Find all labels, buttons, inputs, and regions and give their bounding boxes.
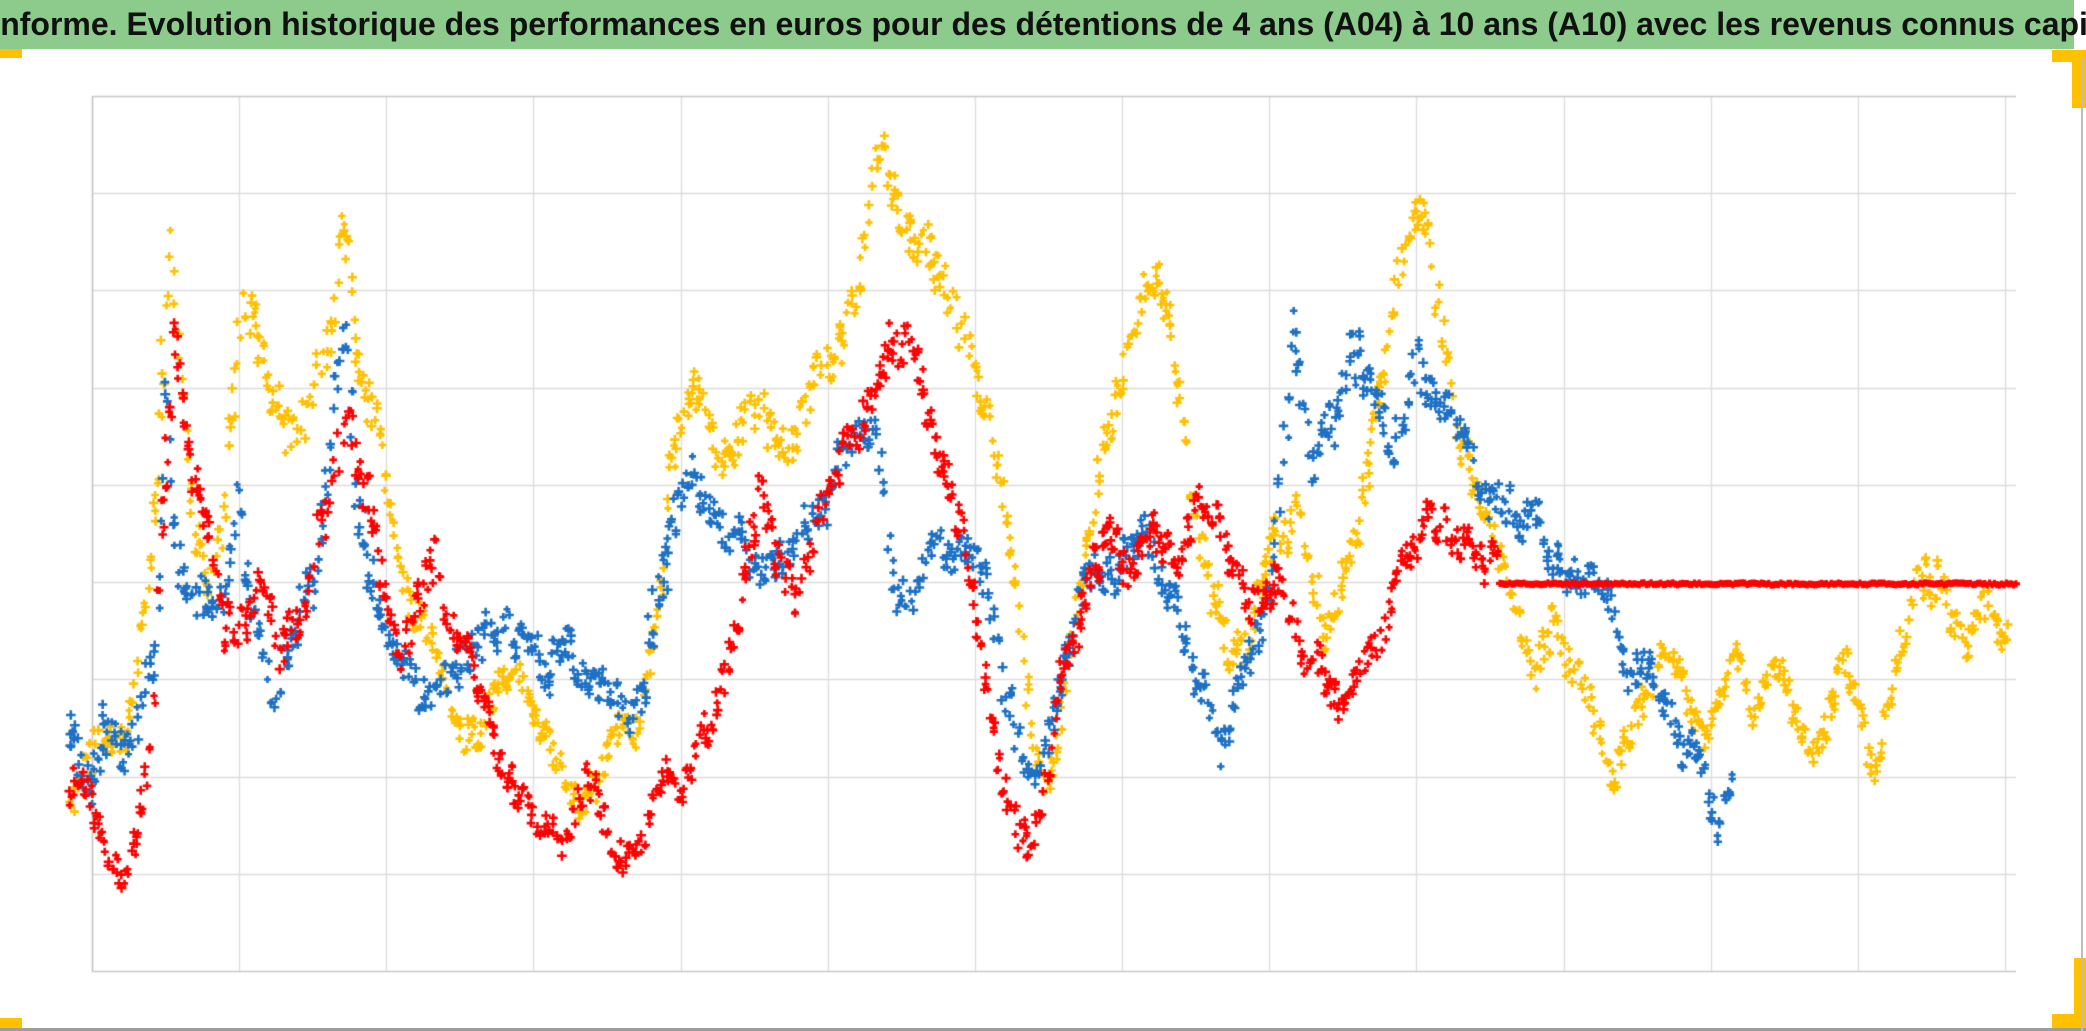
yellow-accent-bottom-left — [0, 1018, 22, 1031]
yellow-accent-bottom-right-vertical — [2074, 958, 2086, 1022]
window-right-edge — [2081, 57, 2083, 1031]
yellow-accent-top-right-vertical — [2072, 50, 2086, 108]
title-bar: ADAM Informe. Evolution historique des p… — [0, 0, 2086, 49]
yellow-accent-bottom-right-horizontal — [2052, 1014, 2086, 1031]
yellow-accent-top-left — [0, 49, 22, 58]
window-bottom-edge — [0, 1028, 2086, 1031]
chart-title: ADAM Informe. Evolution historique des p… — [0, 6, 2086, 42]
